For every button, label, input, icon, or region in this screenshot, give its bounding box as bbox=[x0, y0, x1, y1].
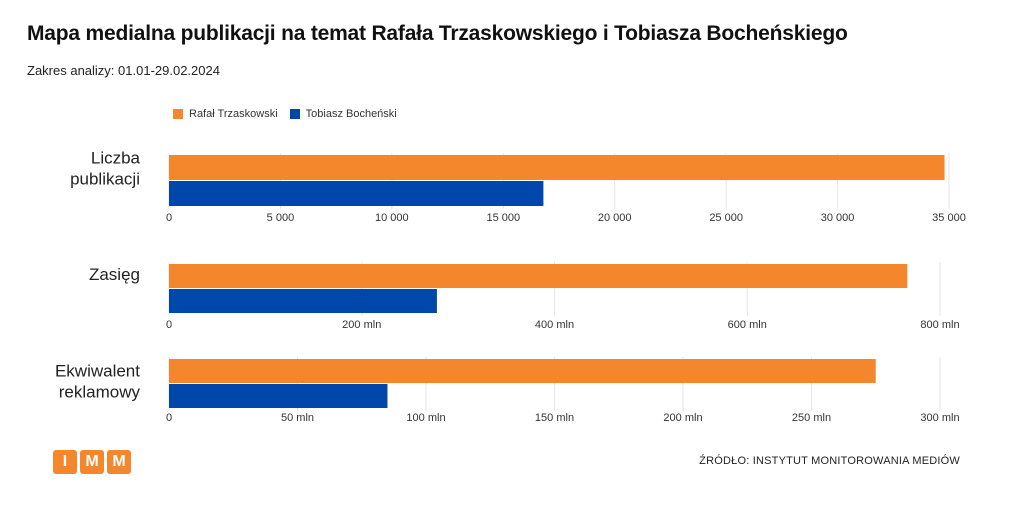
bar bbox=[169, 264, 908, 288]
tick-label: 200 mln bbox=[342, 319, 381, 331]
logo-letter: M bbox=[80, 450, 104, 474]
imm-logo: I M M bbox=[53, 450, 131, 474]
legend-label-bochenski: Tobiasz Bocheński bbox=[305, 108, 397, 120]
bar bbox=[169, 359, 876, 383]
tick-label: 15 000 bbox=[486, 212, 520, 224]
bar bbox=[169, 155, 945, 180]
bar bbox=[169, 289, 437, 313]
chart-subtitle: Zakres analizy: 01.01-29.02.2024 bbox=[27, 63, 220, 78]
tick-label: 150 mln bbox=[535, 412, 574, 424]
category-label: reklamowy bbox=[59, 383, 141, 402]
bar bbox=[169, 384, 388, 408]
category-label: Zasięg bbox=[89, 265, 140, 284]
tick-label: 400 mln bbox=[535, 319, 574, 331]
tick-label: 30 000 bbox=[821, 212, 855, 224]
tick-label: 100 mln bbox=[406, 412, 445, 424]
tick-label: 0 bbox=[166, 412, 172, 424]
source-note: ŹRÓDŁO: INSTYTUT MONITOROWANIA MEDIÓW bbox=[699, 455, 960, 467]
logo-letter: M bbox=[107, 450, 131, 474]
tick-label: 800 mln bbox=[920, 319, 959, 331]
tick-label: 25 000 bbox=[709, 212, 743, 224]
chart-title: Mapa medialna publikacji na temat Rafała… bbox=[27, 22, 848, 45]
bar bbox=[169, 181, 544, 206]
legend-item-trzaskowski: Rafał Trzaskowski bbox=[173, 108, 278, 120]
legend-swatch-bochenski bbox=[289, 109, 300, 119]
tick-label: 35 000 bbox=[932, 212, 966, 224]
legend-item-bochenski: Tobiasz Bocheński bbox=[289, 108, 397, 120]
legend-swatch-trzaskowski bbox=[173, 109, 183, 119]
category-label: Ekwiwalent bbox=[55, 362, 140, 381]
tick-label: 20 000 bbox=[598, 212, 632, 224]
tick-label: 300 mln bbox=[920, 412, 959, 424]
tick-label: 10 000 bbox=[375, 212, 409, 224]
tick-label: 50 mln bbox=[281, 412, 314, 424]
legend: Rafał Trzaskowski Tobiasz Bocheński bbox=[173, 108, 409, 120]
logo-letter: I bbox=[53, 450, 77, 474]
tick-label: 200 mln bbox=[663, 412, 702, 424]
category-label: publikacji bbox=[70, 170, 140, 189]
tick-label: 0 bbox=[166, 319, 172, 331]
tick-label: 250 mln bbox=[792, 412, 831, 424]
legend-label-trzaskowski: Rafał Trzaskowski bbox=[189, 108, 278, 120]
tick-label: 5 000 bbox=[267, 212, 295, 224]
tick-label: 0 bbox=[166, 212, 172, 224]
category-label: Liczba bbox=[91, 149, 141, 168]
tick-label: 600 mln bbox=[728, 319, 767, 331]
